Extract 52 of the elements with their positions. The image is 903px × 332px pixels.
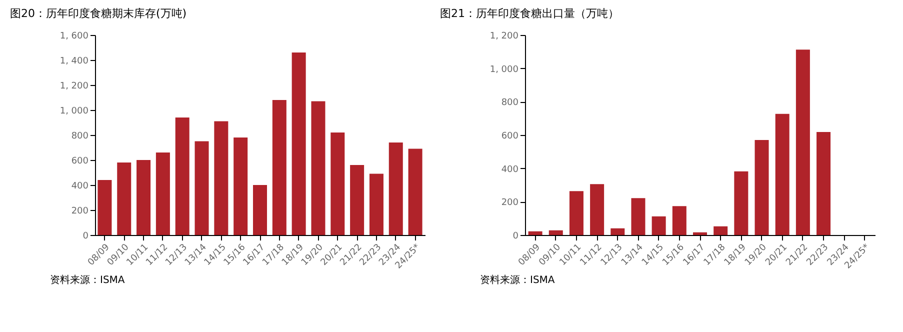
bar [350, 165, 364, 235]
bar [796, 50, 810, 235]
bar [652, 216, 666, 235]
bar [734, 171, 748, 235]
bar [631, 198, 646, 235]
bar [754, 140, 769, 235]
chart-title: 图21：历年印度食糖出口量（万吨） [440, 7, 619, 20]
bar [253, 185, 267, 235]
y-tick-label: 200 [71, 206, 89, 216]
bar [117, 162, 132, 235]
bar [330, 132, 345, 235]
bar [672, 206, 686, 235]
bar [369, 174, 384, 235]
y-tick-label: 400 [501, 164, 519, 175]
y-tick-label: 1, 400 [60, 56, 89, 66]
y-tick-label: 1, 200 [490, 32, 519, 42]
y-tick-label: 200 [501, 198, 519, 208]
y-tick-label: 1, 000 [490, 64, 519, 75]
bar [816, 132, 831, 235]
bar [214, 121, 228, 235]
text: 资料来源：ISMA [50, 274, 125, 286]
bar [775, 114, 790, 235]
bar [408, 148, 422, 235]
bar [714, 226, 728, 235]
bar [234, 138, 248, 235]
bar [610, 228, 625, 235]
bar [272, 100, 286, 235]
y-tick-label: 800 [501, 98, 519, 108]
y-tick-label: 400 [71, 182, 89, 192]
y-tick-label: 600 [71, 156, 89, 166]
bar [136, 160, 151, 235]
bar [98, 180, 112, 235]
bar [528, 231, 542, 235]
bar [569, 191, 584, 235]
bar [175, 118, 190, 235]
bar [693, 232, 707, 235]
chart-title: 图20：历年印度食糖期末库存(万吨) [10, 7, 187, 20]
y-tick-label: 0 [82, 232, 89, 242]
bar [292, 52, 306, 235]
bar [590, 184, 604, 235]
text: 资料来源：ISMA [480, 274, 555, 286]
bar [311, 101, 326, 235]
bar [156, 152, 170, 235]
y-tick-label: 800 [71, 132, 89, 142]
bar [194, 141, 209, 235]
y-tick-label: 1, 200 [60, 82, 89, 92]
y-tick-label: 1, 600 [60, 32, 89, 42]
y-tick-label: 1, 000 [60, 106, 89, 116]
bar [548, 230, 563, 235]
y-tick-label: 600 [501, 132, 519, 142]
y-tick-label: 0 [512, 232, 519, 242]
bar [388, 142, 403, 235]
